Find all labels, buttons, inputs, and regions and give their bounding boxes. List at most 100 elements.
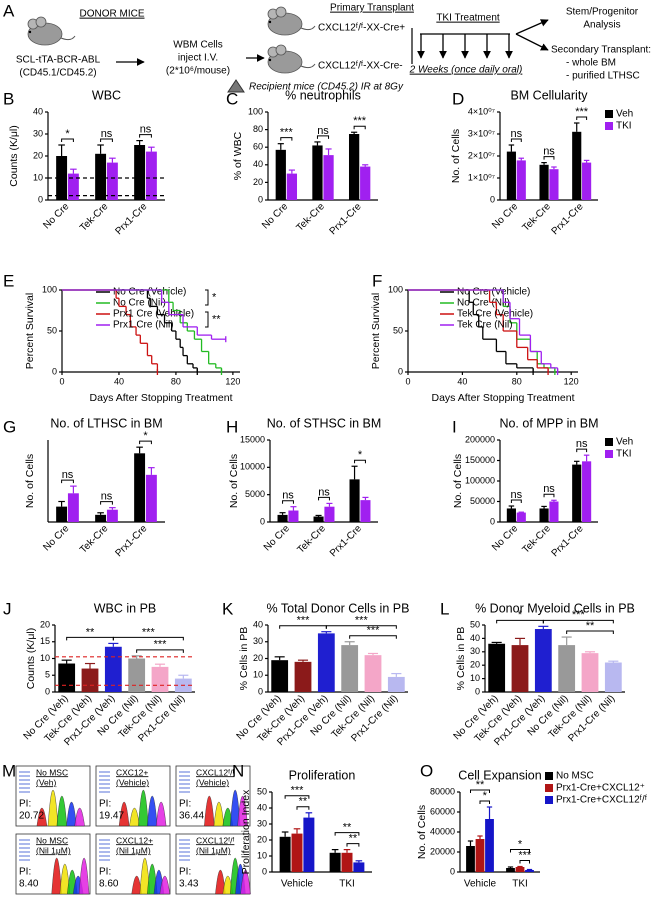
bar <box>151 666 169 692</box>
flow-title: CXCL12ᶠ/ᶠ <box>196 835 234 845</box>
significance-label: * <box>358 449 363 461</box>
y-tick-label: 30 <box>257 818 267 828</box>
x-tick-label: Tek-Cre <box>520 523 553 556</box>
y-tick-label: 10 <box>33 172 43 182</box>
x-tick-label: TKI <box>512 879 528 890</box>
y-tick-label: 20 <box>40 619 50 629</box>
significance-label: ** <box>212 313 221 325</box>
legend-label: Prx1-Cre+CXCL12ᶠ/ᶠ <box>556 795 648 806</box>
legend-label: No Cre (Nil) <box>457 298 510 309</box>
bar <box>466 846 475 872</box>
chart-panel: G No. of LTHSC in BM No. of Cells No Cre Tek… <box>3 416 165 559</box>
significance-bracket <box>566 630 614 635</box>
significance-bracket <box>349 635 397 639</box>
y-tick-label: 20 <box>257 834 267 844</box>
chart-panel: E 0 50 100 Percent Survival 0 40 80 120 Days Afte… <box>3 271 240 403</box>
significance-label: ns <box>62 469 74 481</box>
chart-title: No. of LTHSC in BM <box>50 416 162 430</box>
significance-label: ** <box>86 626 95 638</box>
significance-bracket <box>469 789 491 793</box>
pi-label: PI: <box>99 867 111 878</box>
significance-label: *** <box>575 106 589 118</box>
panel-letter: L <box>440 599 449 618</box>
significance-bracket <box>139 440 152 445</box>
y-tick-label: 50 <box>257 786 267 796</box>
legend-swatch <box>605 122 613 130</box>
bar <box>67 493 79 522</box>
panel-a: A DONOR MICE SCL-tTA-BCR-ABL (CD45.1/CD4… <box>3 1 651 92</box>
legend-swatch <box>605 110 613 118</box>
x-tick-label: No Cre <box>260 201 290 231</box>
bar <box>106 162 118 200</box>
x-tick-label: 40 <box>114 376 124 386</box>
y-tick-label: 50 <box>470 619 480 629</box>
x-tick-label: 120 <box>225 376 240 386</box>
histogram-peak <box>129 807 140 827</box>
bar <box>95 514 107 522</box>
legend-label: TKI <box>616 121 632 132</box>
significance-label: *** <box>367 625 381 637</box>
bar <box>323 155 334 200</box>
treatment-duration: 2 Weeks (once daily oral) <box>409 65 523 76</box>
recipient-label: CXCL12ᶠ/ᶠ-XX-Cre+ <box>318 23 405 34</box>
bar <box>604 662 622 692</box>
chart-title: % Total Donor Cells in PB <box>267 601 410 615</box>
bar <box>525 870 534 872</box>
panel-letter: N <box>232 761 244 780</box>
arrow <box>515 19 549 35</box>
y-tick-label: 20 <box>253 653 263 663</box>
pi-value: 8.40 <box>19 879 39 890</box>
x-tick-label: 120 <box>564 376 579 386</box>
significance-label: ns <box>511 489 523 501</box>
significance-label: *** <box>355 615 369 627</box>
bar <box>286 173 298 200</box>
donor-title: DONOR MICE <box>80 9 145 20</box>
bar <box>549 501 559 522</box>
chart-panel: N Proliferation 0 10 20 30 40 50 Proliferation I… <box>232 761 372 890</box>
histogram-peak <box>56 795 68 827</box>
cells-text: (2*10⁶/mouse) <box>166 66 230 77</box>
pi-value: 19.47 <box>99 811 124 822</box>
histogram-peak <box>204 795 215 827</box>
legend-label: Prx1 Cre (Nil) <box>113 320 174 331</box>
bar <box>312 145 323 200</box>
x-tick-label: Tek-Cre <box>520 201 553 234</box>
significance-label: ** <box>586 620 595 632</box>
legend-label: Tek Cre (Vehicle) <box>457 309 533 320</box>
bar <box>128 658 146 692</box>
significance-label: ns <box>282 490 294 502</box>
y-tick-label: 50 <box>47 325 57 335</box>
y-tick-label: 100 <box>248 106 263 116</box>
y-tick-label: 20000 <box>430 846 455 856</box>
y-tick-label: 0 <box>45 686 50 696</box>
legend-label: No MSC <box>556 771 594 782</box>
bar <box>572 131 582 200</box>
histogram-peak <box>159 875 171 895</box>
significance-bracket <box>576 116 588 120</box>
histogram-peak <box>36 807 48 827</box>
pi-label: PI: <box>179 867 191 878</box>
bar <box>360 500 371 522</box>
panel-letter: D <box>452 89 464 108</box>
significance-bracket <box>112 636 184 641</box>
pi-value: 8.60 <box>99 879 119 890</box>
bar <box>349 479 360 522</box>
y-tick-label: 10 <box>40 653 50 663</box>
significance-bracket <box>325 625 397 629</box>
significance-bracket <box>543 156 555 160</box>
chart-panel: C % neutrophils 0 20 40 60 80 100 % of WBC No Cre… <box>226 88 378 237</box>
bar <box>353 862 365 872</box>
panel-letter: C <box>226 89 238 108</box>
y-tick-label: 5000 <box>245 489 265 499</box>
x-tick-label: No Cre <box>490 523 520 553</box>
chart-panel: K % Total Donor Cells in PB 0 10 20 30 40% Cel… <box>222 599 409 748</box>
legend-swatch <box>545 784 553 792</box>
bar <box>145 474 157 522</box>
flow-subtitle: (Nil 1μM) <box>196 845 231 855</box>
y-tick-label: 15000 <box>240 434 265 444</box>
y-axis-label: Proliferation Index <box>240 789 252 874</box>
panel-letter: O <box>420 761 433 780</box>
bar <box>539 508 549 522</box>
